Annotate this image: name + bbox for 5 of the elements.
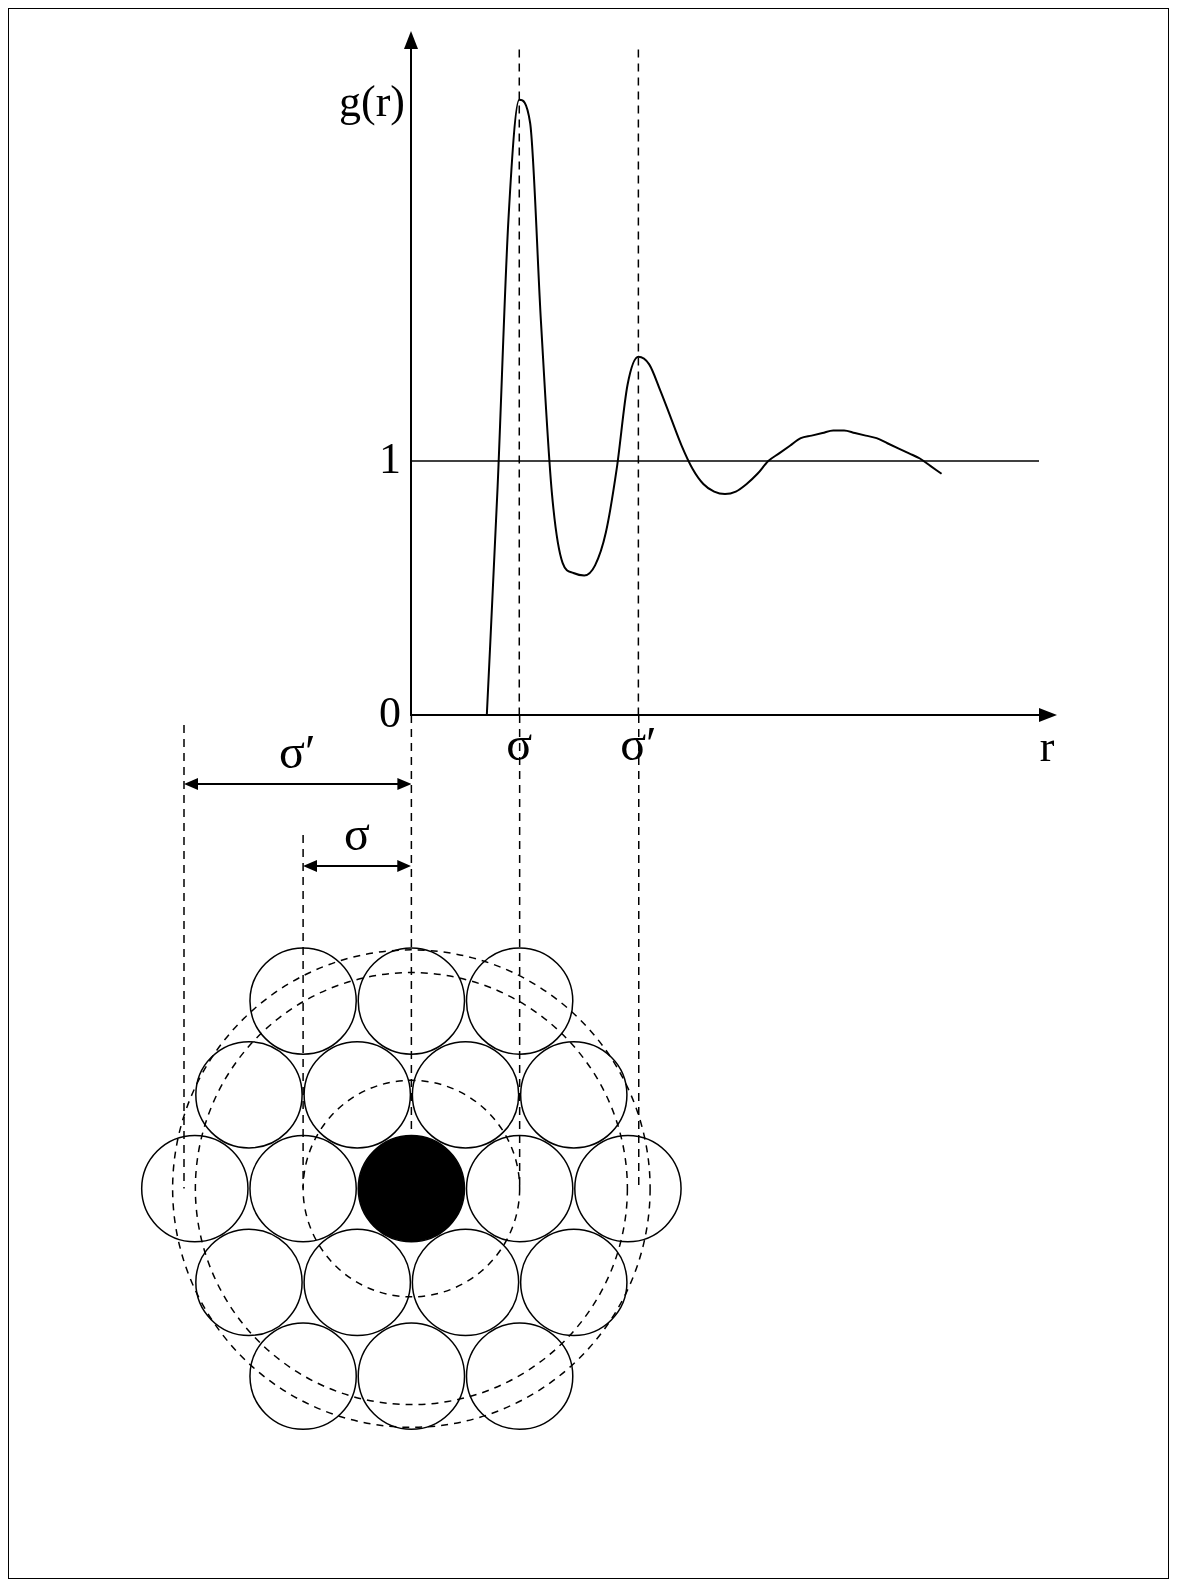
y-tick-label: 0 — [379, 687, 401, 737]
y-axis-title: g(r) — [339, 76, 405, 126]
x-axis-title: r — [1039, 721, 1055, 771]
y-tick-label: 1 — [379, 433, 401, 483]
text: σ — [342, 806, 371, 861]
